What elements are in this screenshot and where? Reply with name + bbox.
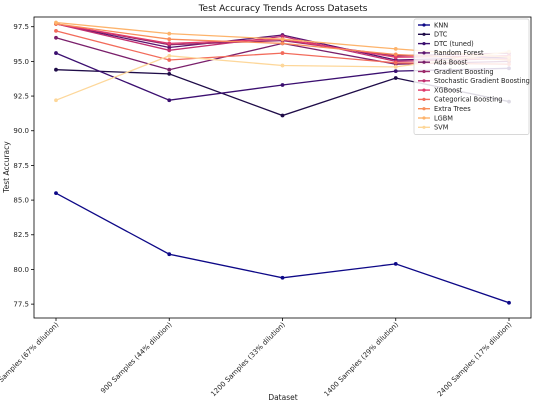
data-point xyxy=(280,113,285,118)
data-point xyxy=(280,41,285,46)
y-tick-label: 77.5 xyxy=(13,301,29,309)
data-point xyxy=(54,20,58,25)
legend-label: Stochastic Gradient Boosting xyxy=(434,77,530,85)
data-point xyxy=(507,300,511,305)
y-tick-label: 95.0 xyxy=(13,58,29,66)
y-tick-label: 82.5 xyxy=(13,231,29,239)
legend-marker xyxy=(422,125,426,129)
y-tick-label: 90.0 xyxy=(13,127,29,135)
legend-marker xyxy=(422,79,426,83)
legend-marker xyxy=(422,23,426,27)
legend-label: Extra Trees xyxy=(434,105,471,113)
legend-label: XGBoost xyxy=(434,86,463,94)
x-axis-label: Dataset xyxy=(268,393,297,402)
legend-marker xyxy=(422,88,426,92)
data-point xyxy=(167,53,172,58)
data-point xyxy=(280,63,285,68)
data-point xyxy=(393,60,398,65)
legend-marker xyxy=(422,32,426,36)
legend-box xyxy=(413,18,530,135)
x-axis: 600 Samples (67% dilution) 900 Samples (4… xyxy=(0,318,514,398)
data-point xyxy=(280,34,285,39)
data-point xyxy=(280,37,285,42)
y-tick-label: 87.5 xyxy=(13,162,29,170)
x-tick-label: 600 Samples (67% dilution) xyxy=(0,321,61,396)
data-point xyxy=(393,69,398,73)
y-tick-label: 92.5 xyxy=(13,92,29,100)
data-point xyxy=(167,31,172,36)
legend-label: DTC xyxy=(434,31,448,39)
data-point xyxy=(393,55,398,60)
data-point xyxy=(54,35,58,40)
y-tick-label: 80.0 xyxy=(13,266,29,274)
legend-label: SVM xyxy=(434,124,449,132)
data-point xyxy=(167,37,172,42)
x-tick-label: 900 Samples (44% dilution) xyxy=(99,321,174,396)
y-axis-label: Test Accuracy xyxy=(2,141,11,194)
legend-label: Ada Boost xyxy=(434,59,468,67)
legend-label: LGBM xyxy=(434,114,453,122)
x-tick-label: 1400 Samples (29% dilution) xyxy=(323,321,401,399)
legend-label: DTC (tuned) xyxy=(434,40,474,48)
data-point xyxy=(280,275,285,280)
x-tick-label: 1200 Samples (33% dilution) xyxy=(209,321,287,399)
data-point xyxy=(167,98,172,103)
data-point xyxy=(280,51,285,55)
legend-marker xyxy=(422,116,426,120)
legend-marker xyxy=(422,51,426,55)
y-tick-label: 97.5 xyxy=(13,23,29,31)
legend-marker xyxy=(422,69,426,74)
y-tick-label: 85.0 xyxy=(13,196,29,204)
legend-marker xyxy=(422,97,426,101)
legend-label: KNN xyxy=(434,21,448,29)
data-point xyxy=(393,65,398,69)
data-point xyxy=(54,191,58,196)
data-point xyxy=(167,41,172,46)
y-axis: 77.5 80.0 82.5 85.0 87.5 90.0 92.5 95.0 97.5 xyxy=(13,23,34,309)
data-point xyxy=(167,48,172,53)
legend-marker xyxy=(422,107,426,111)
data-point xyxy=(393,76,398,80)
data-point xyxy=(393,262,398,266)
legend-marker xyxy=(422,42,426,46)
legend-label: Random Forest xyxy=(434,49,484,57)
data-point xyxy=(167,45,172,50)
data-point xyxy=(54,51,58,55)
legend-marker xyxy=(422,60,426,64)
data-point xyxy=(167,71,172,76)
data-point xyxy=(167,252,172,257)
legend-label: Categorical Boosting xyxy=(434,96,502,104)
data-point xyxy=(54,67,58,72)
data-point xyxy=(280,83,285,87)
data-point xyxy=(167,58,172,62)
data-point xyxy=(393,52,398,57)
legend-label: Gradient Boosting xyxy=(434,68,494,76)
data-point xyxy=(393,47,398,51)
data-point xyxy=(54,98,58,103)
chart-title: Test Accuracy Trends Across Datasets xyxy=(198,4,368,14)
x-tick-label: 2400 Samples (17% dilution) xyxy=(436,321,514,399)
data-point xyxy=(54,28,58,33)
data-point xyxy=(167,67,172,72)
